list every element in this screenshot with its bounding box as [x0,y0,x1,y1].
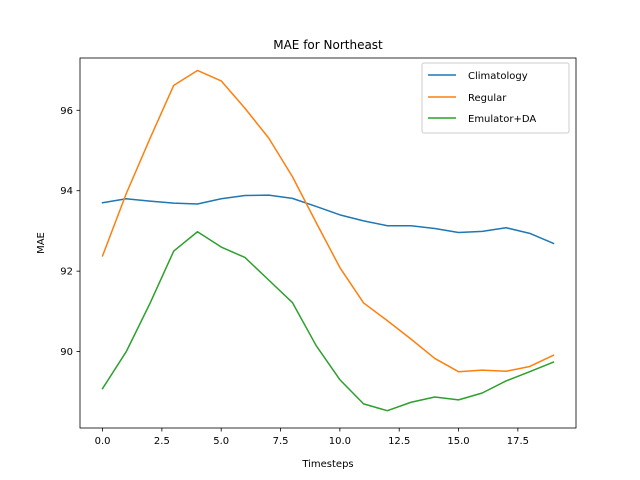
legend: Climatology Regular Emulator+DA [421,62,570,134]
x-tick-label: 15.0 [447,436,469,447]
x-tick-label: 12.5 [388,436,410,447]
y-axis-label: MAE [36,232,47,254]
x-tick-label: 17.5 [507,436,529,447]
x-tick-label: 10.0 [329,436,351,447]
x-tick-label: 7.5 [273,436,289,447]
y-axis: 90 92 94 96 [60,106,80,358]
x-axis: 0.0 2.5 5.0 7.5 10.0 12.5 15.0 17.5 [95,428,529,447]
plot-frame [79,57,577,429]
series-layer [101,69,555,412]
legend-label-regular: Regular [468,93,507,104]
legend-label-climatology: Climatology [468,71,528,82]
y-tick-label: 92 [60,267,73,278]
x-axis-label: Timesteps [301,459,353,470]
y-tick-label: 94 [60,186,73,197]
series-line-climatology [101,194,555,245]
x-tick-label: 0.0 [95,436,111,447]
x-tick-label: 2.5 [154,436,170,447]
legend-box [421,62,570,134]
x-tick-label: 5.0 [213,436,229,447]
series-line-regular [101,69,555,373]
series-line-emulator-da [101,230,555,412]
y-tick-label: 96 [60,106,73,117]
legend-label-emulator-da: Emulator+DA [468,114,536,125]
y-tick-label: 90 [60,347,73,358]
chart-title: MAE for Northeast [273,38,383,52]
